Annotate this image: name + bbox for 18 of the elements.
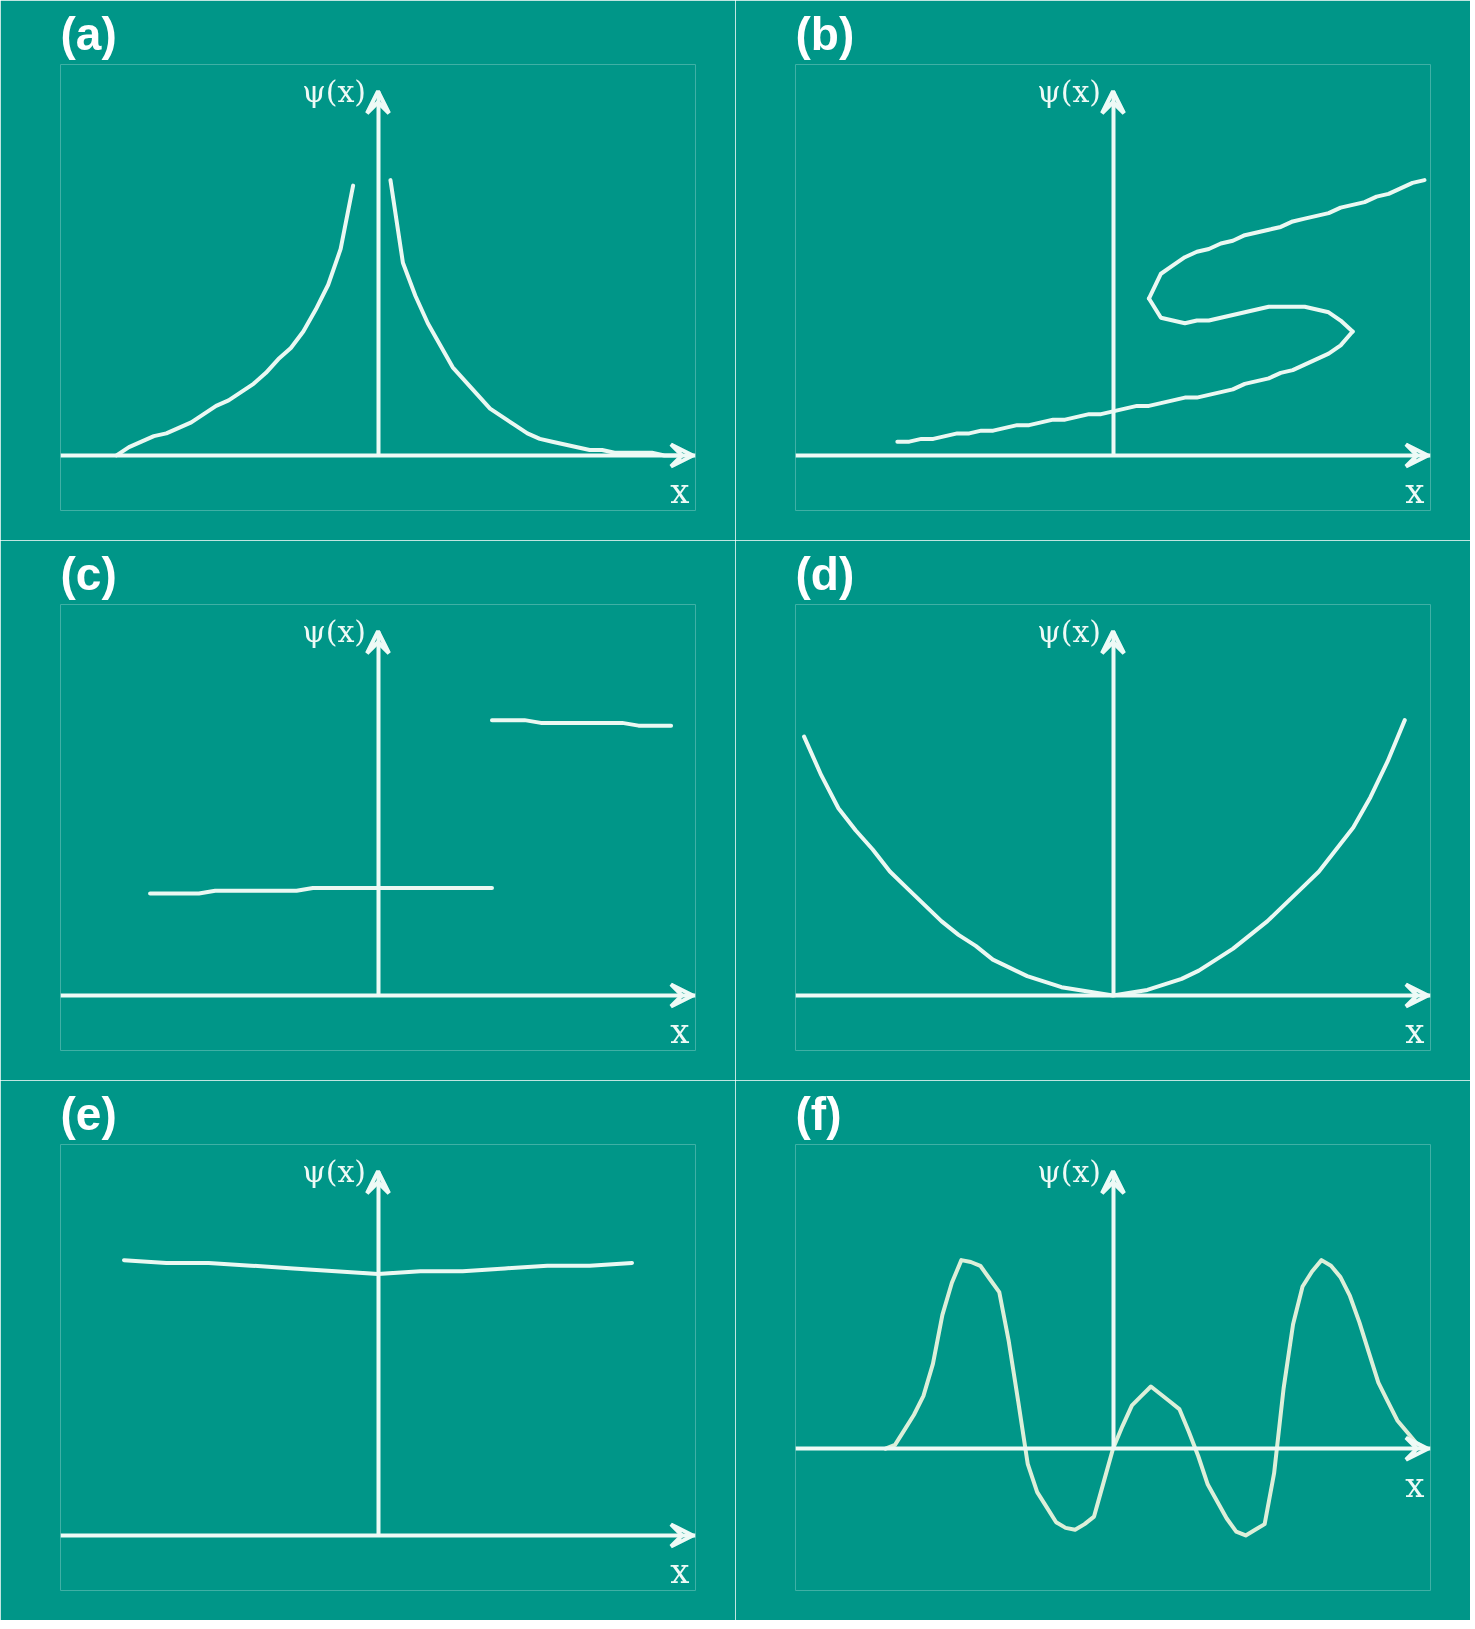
chart-title: (e)	[60, 1087, 117, 1140]
chart-title: (a)	[60, 7, 117, 60]
x-axis-title: x	[670, 1011, 690, 1052]
chart-title: (f)	[795, 1087, 842, 1140]
chart-title: (d)	[795, 547, 855, 600]
y-axis-title: ψ(x)	[1037, 73, 1102, 109]
x-axis-title: x	[1405, 471, 1425, 512]
y-axis-title: ψ(x)	[302, 73, 367, 109]
chart-title: (c)	[60, 547, 117, 600]
y-axis-title: ψ(x)	[1037, 613, 1102, 649]
y-axis-title: ψ(x)	[302, 1153, 367, 1189]
x-axis-title: x	[670, 1551, 690, 1592]
y-axis-title: ψ(x)	[302, 613, 367, 649]
x-axis-title: x	[1405, 1464, 1425, 1505]
x-axis-title: x	[1405, 1011, 1425, 1052]
chart-title: (b)	[795, 7, 855, 60]
x-axis-title: x	[670, 471, 690, 512]
y-axis-title: ψ(x)	[1037, 1153, 1102, 1189]
